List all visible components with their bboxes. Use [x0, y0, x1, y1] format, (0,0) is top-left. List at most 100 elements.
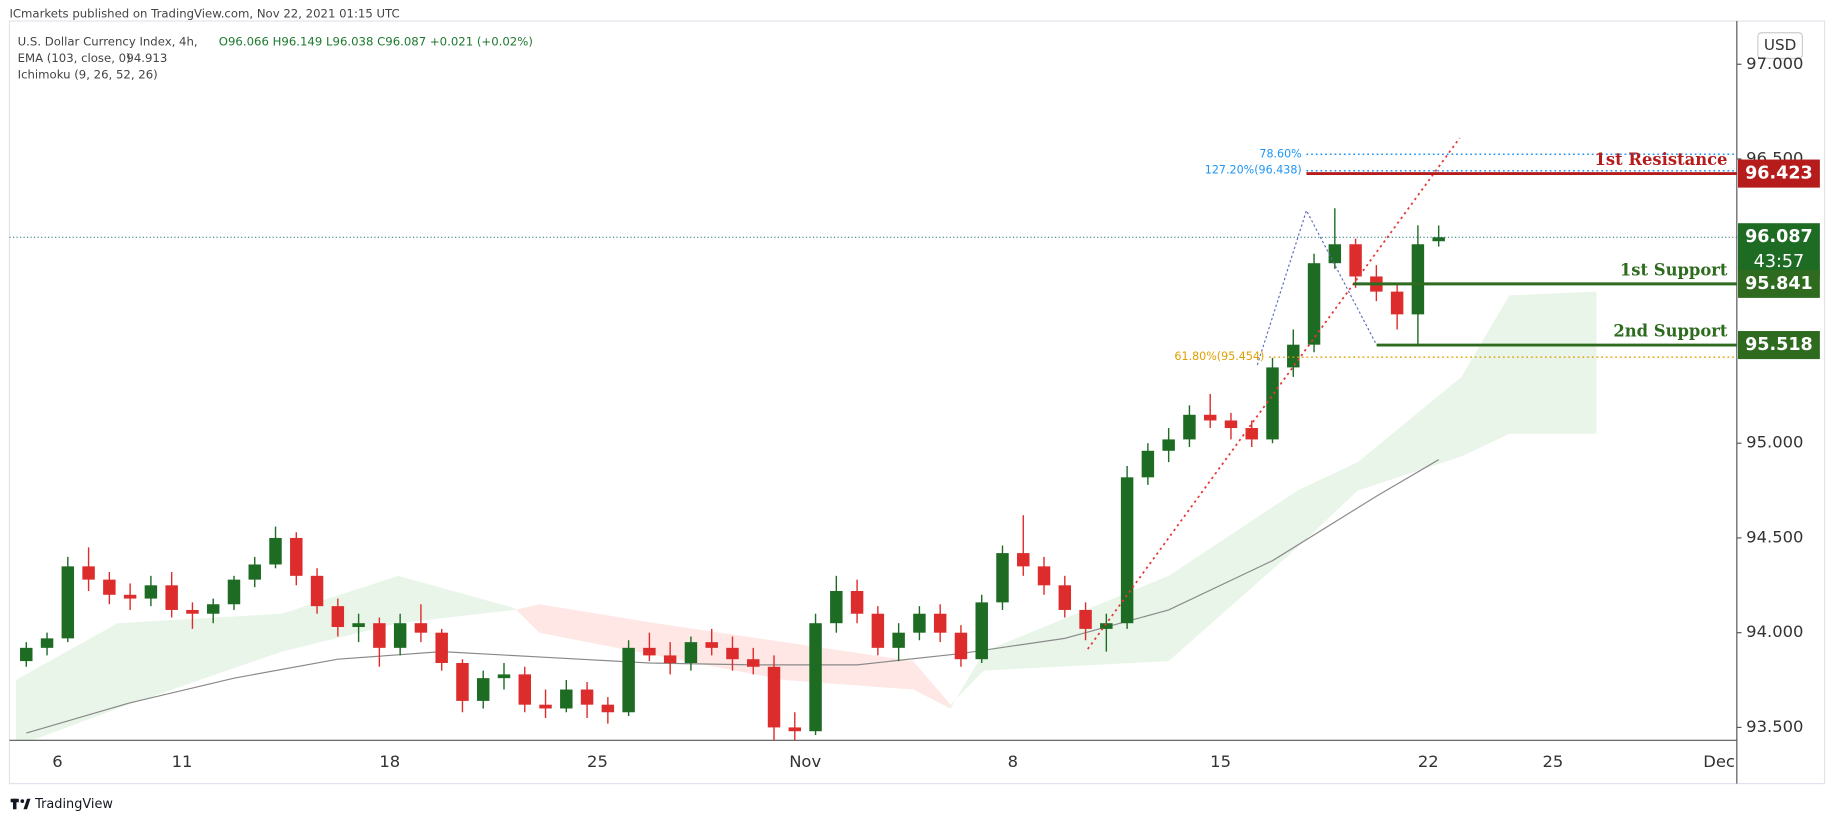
candle-body [767, 666, 781, 728]
candle-body [705, 642, 718, 648]
candle-body [1162, 439, 1175, 451]
currency: USD [1764, 36, 1796, 54]
candle-body [622, 647, 635, 713]
candle-body [1058, 585, 1072, 610]
candle-body [373, 623, 386, 648]
chart-frame [8, 20, 1826, 785]
candle-body [227, 579, 241, 605]
candle-body [726, 647, 739, 660]
candle-body [269, 537, 282, 565]
x-tick-label: 8 [1008, 752, 1018, 771]
candle-body [186, 609, 199, 614]
candle-body [1411, 244, 1425, 315]
fib-label: 127.20%(96.438) [1205, 164, 1302, 177]
cloud-segment [514, 604, 540, 633]
candle-body [1120, 477, 1134, 624]
fib-label: 61.80%(95.454) [1174, 350, 1264, 363]
candle-body [850, 590, 864, 614]
drawings [1087, 137, 1461, 650]
level-box [1738, 159, 1820, 188]
level-box [1738, 269, 1820, 298]
candle-body [123, 594, 137, 599]
cloud-segment [655, 623, 785, 681]
y-tick-label: 95.000 [1746, 433, 1803, 452]
candle-body [82, 566, 95, 580]
candle-body [497, 674, 511, 679]
cloud-segment [913, 661, 951, 709]
level-price: 95.841 [1745, 274, 1813, 294]
candle-body [1037, 566, 1051, 586]
level-label: 2nd Support [1613, 322, 1728, 341]
logo [10, 798, 31, 810]
candle-body [20, 647, 33, 662]
level-label: 1st Resistance [1595, 150, 1728, 169]
candle-body [456, 662, 469, 701]
candle-body [1328, 244, 1342, 264]
ema-name: EMA (103, close, 0) [18, 51, 131, 65]
y-tick-label: 93.500 [1746, 717, 1803, 736]
level-price: 96.423 [1745, 164, 1813, 184]
candle-body [560, 689, 573, 709]
candle-body [144, 585, 158, 599]
candle-body [414, 623, 428, 633]
candle-body [580, 689, 594, 705]
x-tick-label: Dec [1703, 752, 1735, 771]
x-tick-label: 25 [587, 752, 608, 771]
y-tick-label: 94.000 [1746, 622, 1803, 641]
candle-body [40, 638, 54, 648]
ichimoku-name: Ichimoku (9, 26, 52, 26) [18, 67, 158, 81]
level-price: 95.518 [1745, 335, 1813, 355]
cloud-segment [539, 604, 656, 656]
level-label: 1st Support [1620, 260, 1728, 279]
candle-body [1287, 344, 1300, 368]
currency-box[interactable] [1757, 32, 1803, 60]
candle-body [393, 623, 407, 648]
candle-body [1079, 609, 1092, 629]
fib-label: 78.60% [1259, 147, 1301, 160]
candle-body [1349, 244, 1362, 277]
x-tick-label: 6 [52, 752, 62, 771]
candle-body [1224, 420, 1238, 429]
level-box [1738, 331, 1820, 360]
x-tick-label: 11 [172, 752, 193, 771]
candle-body [788, 727, 802, 732]
cloud-segment [1357, 376, 1462, 491]
candle-body [476, 678, 490, 701]
cloud-segment [117, 613, 282, 709]
current-price: 96.087 [1745, 227, 1813, 247]
cloud-segment [1168, 490, 1298, 662]
abc-pattern [1256, 208, 1378, 366]
current-price-box [1738, 223, 1820, 278]
candle-body [103, 579, 116, 595]
footer: TradingView [34, 797, 113, 812]
trend-line [1087, 137, 1461, 650]
x-tick-label: 15 [1210, 752, 1231, 771]
x-tick-label: 18 [379, 752, 400, 771]
candle-body [290, 537, 303, 576]
candle-body [165, 585, 178, 610]
candle-body [1266, 367, 1279, 440]
candle-body [996, 553, 1009, 603]
candle-body [747, 659, 760, 667]
candle-body [310, 575, 324, 607]
cloud-segment [983, 575, 1169, 671]
candle-body [601, 704, 615, 713]
candle-body [954, 632, 968, 660]
cloud-segment [950, 651, 984, 709]
cloud-segment [1297, 462, 1358, 548]
candle-body [539, 704, 552, 709]
candle-body [518, 674, 531, 705]
cloud-segment [398, 575, 515, 624]
candle-body [352, 623, 365, 627]
ema-value: 94.913 [126, 51, 167, 65]
countdown: 43:57 [1754, 252, 1805, 272]
candle-body [1432, 237, 1445, 242]
candle-body [435, 632, 448, 663]
candle-body [1017, 553, 1030, 567]
ohlc: O96.066 H96.149 L96.038 C96.087 +0.021 (… [219, 35, 533, 49]
x-tick-label: 22 [1418, 752, 1439, 771]
candle-body [975, 602, 988, 660]
cloud-segment [1509, 291, 1597, 434]
candle-body [1390, 291, 1404, 315]
